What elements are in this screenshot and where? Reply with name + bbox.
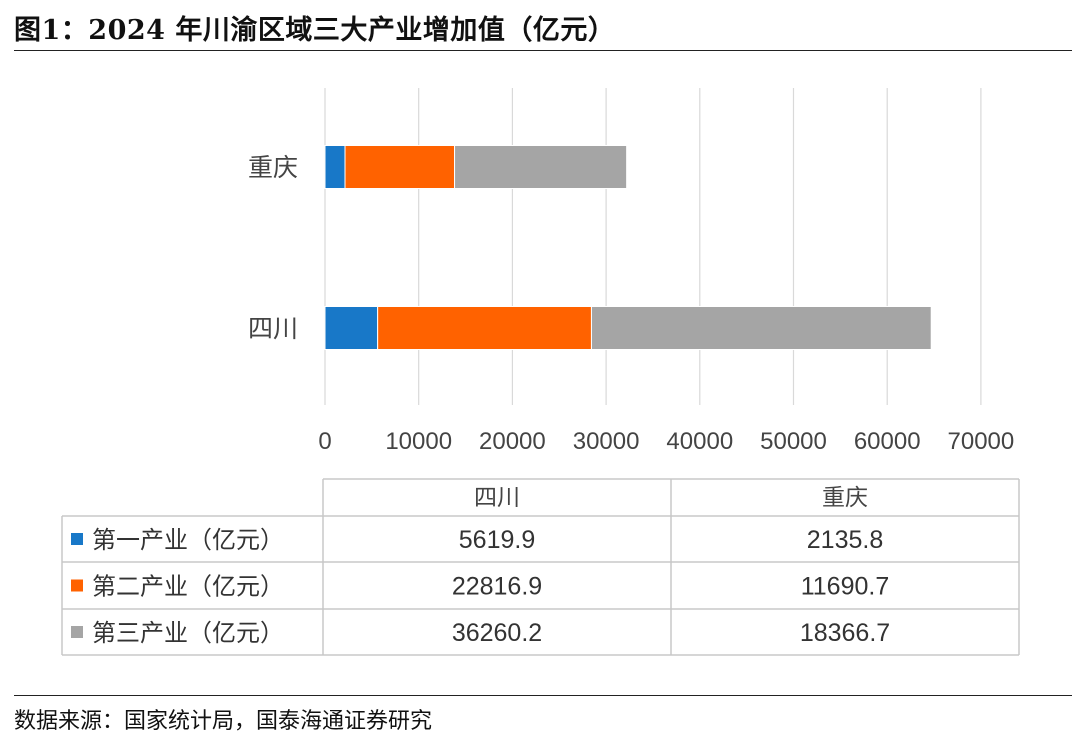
bar-segment bbox=[344, 145, 456, 189]
bar-segment bbox=[377, 306, 592, 350]
x-tick-label: 0 bbox=[318, 428, 331, 455]
table-cell-value: 2135.8 bbox=[807, 526, 883, 554]
x-tick-label: 20000 bbox=[479, 428, 546, 455]
table-cell-value: 5619.9 bbox=[459, 526, 535, 554]
table-column-header: 四川 bbox=[474, 485, 520, 511]
table-column-header: 重庆 bbox=[822, 485, 868, 511]
title-divider bbox=[14, 50, 1072, 51]
bar-segment bbox=[590, 306, 932, 350]
source-divider bbox=[14, 695, 1072, 696]
source-note: 数据来源：国家统计局，国泰海通证券研究 bbox=[14, 709, 433, 734]
x-tick-label: 70000 bbox=[948, 428, 1015, 455]
x-tick-label: 30000 bbox=[573, 428, 640, 455]
bar-segment bbox=[324, 145, 346, 189]
legend-swatch bbox=[71, 533, 83, 545]
table-row-label: 第二产业（亿元） bbox=[92, 573, 284, 601]
table-cell-value: 18366.7 bbox=[800, 619, 890, 647]
x-tick-label: 40000 bbox=[666, 428, 733, 455]
x-tick-label: 50000 bbox=[760, 428, 827, 455]
table-cell-value: 11690.7 bbox=[801, 573, 890, 601]
category-label: 重庆 bbox=[248, 153, 298, 182]
bar-segment bbox=[454, 145, 628, 189]
x-tick-label: 60000 bbox=[854, 428, 921, 455]
bar-segment bbox=[324, 306, 379, 350]
table-cell-value: 22816.9 bbox=[452, 573, 542, 601]
table-row-label: 第三产业（亿元） bbox=[92, 619, 284, 647]
legend-swatch bbox=[71, 626, 83, 638]
category-label: 四川 bbox=[248, 314, 298, 343]
figure-title: 图1：2024 年川渝区域三大产业增加值（亿元） bbox=[14, 15, 616, 46]
legend-swatch bbox=[71, 579, 83, 592]
x-tick-label: 10000 bbox=[385, 428, 452, 455]
table-cell-value: 36260.2 bbox=[452, 619, 542, 647]
table-row-label: 第一产业（亿元） bbox=[92, 526, 284, 554]
